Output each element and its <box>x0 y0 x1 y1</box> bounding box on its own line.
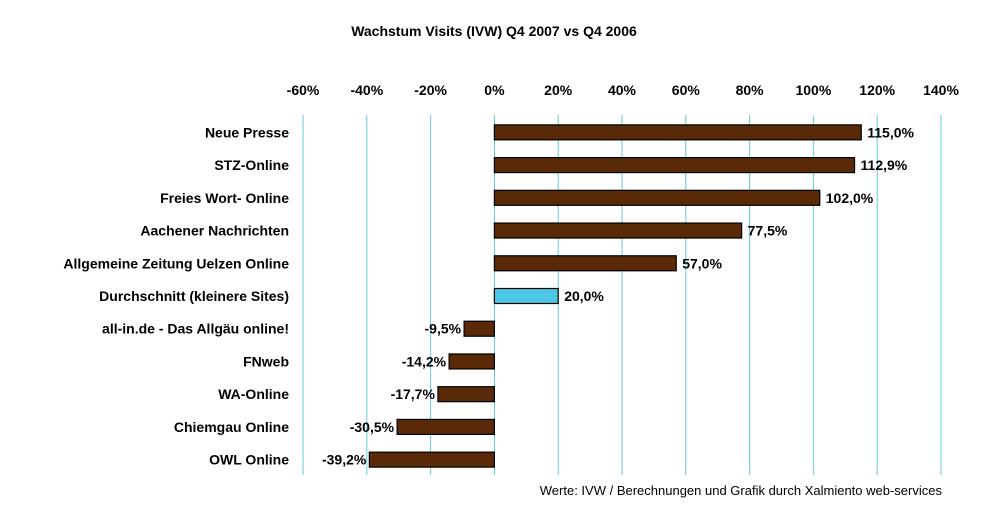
source-note: Werte: IVW / Berechnungen und Grafik dur… <box>540 483 943 498</box>
data-label: 112,9% <box>861 157 908 173</box>
bar <box>448 353 495 370</box>
data-label: -17,7% <box>391 386 436 402</box>
x-tick-label: -20% <box>414 82 447 98</box>
category-label: OWL Online <box>209 452 289 468</box>
bar <box>493 255 677 272</box>
category-label: WA-Online <box>218 386 289 402</box>
bar <box>493 189 821 206</box>
bar <box>368 451 495 468</box>
category-label: all-in.de - Das Allgäu online! <box>102 321 289 337</box>
bar <box>463 320 496 337</box>
x-tick-label: 80% <box>736 82 765 98</box>
x-axis-ticks: -60% -40% -20% 0% 20% 40% 60% 80% 100% 120% 140% <box>287 82 960 98</box>
bar <box>493 124 862 141</box>
category-label: Neue Presse <box>205 124 289 140</box>
category-label: STZ-Online <box>214 157 289 173</box>
category-label: Aachener Nachrichten <box>140 223 289 239</box>
category-label: Allgemeine Zeitung Uelzen Online <box>63 255 289 271</box>
data-label: 115,0% <box>867 124 914 140</box>
data-label: -9,5% <box>425 321 462 337</box>
data-label: -39,2% <box>322 452 367 468</box>
x-tick-label: 140% <box>923 82 959 98</box>
category-label: Freies Wort- Online <box>160 190 289 206</box>
category-labels: Neue Presse STZ-Online Freies Wort- Online… <box>63 124 289 467</box>
chart-title: Wachstum Visits (IVW) Q4 2007 vs Q4 2006 <box>351 23 637 39</box>
x-tick-label: 40% <box>608 82 637 98</box>
x-tick-label: -40% <box>350 82 383 98</box>
bars <box>368 124 862 468</box>
bar <box>493 156 856 174</box>
data-label: 77,5% <box>748 223 788 239</box>
bar <box>493 222 743 239</box>
category-label: Durchschnitt (kleinere Sites) <box>99 288 289 304</box>
category-label: FNweb <box>243 353 289 369</box>
x-tick-label: 120% <box>859 82 895 98</box>
data-labels: 115,0% 112,9% 102,0% 77,5% 57,0% 20,0% -9,5% -1… <box>322 124 915 467</box>
data-label: 20,0% <box>564 288 604 304</box>
data-label: -14,2% <box>402 353 447 369</box>
data-label: 102,0% <box>826 190 874 206</box>
category-label: Chiemgau Online <box>174 419 289 435</box>
data-label: -30,5% <box>350 419 395 435</box>
x-tick-label: 0% <box>484 82 505 98</box>
bar <box>437 386 496 403</box>
bar <box>396 418 496 436</box>
bar <box>493 287 559 305</box>
x-tick-label: -60% <box>287 82 320 98</box>
data-label: 57,0% <box>682 255 722 271</box>
x-tick-label: 60% <box>672 82 701 98</box>
x-tick-label: 100% <box>795 82 831 98</box>
x-tick-label: 20% <box>544 82 573 98</box>
